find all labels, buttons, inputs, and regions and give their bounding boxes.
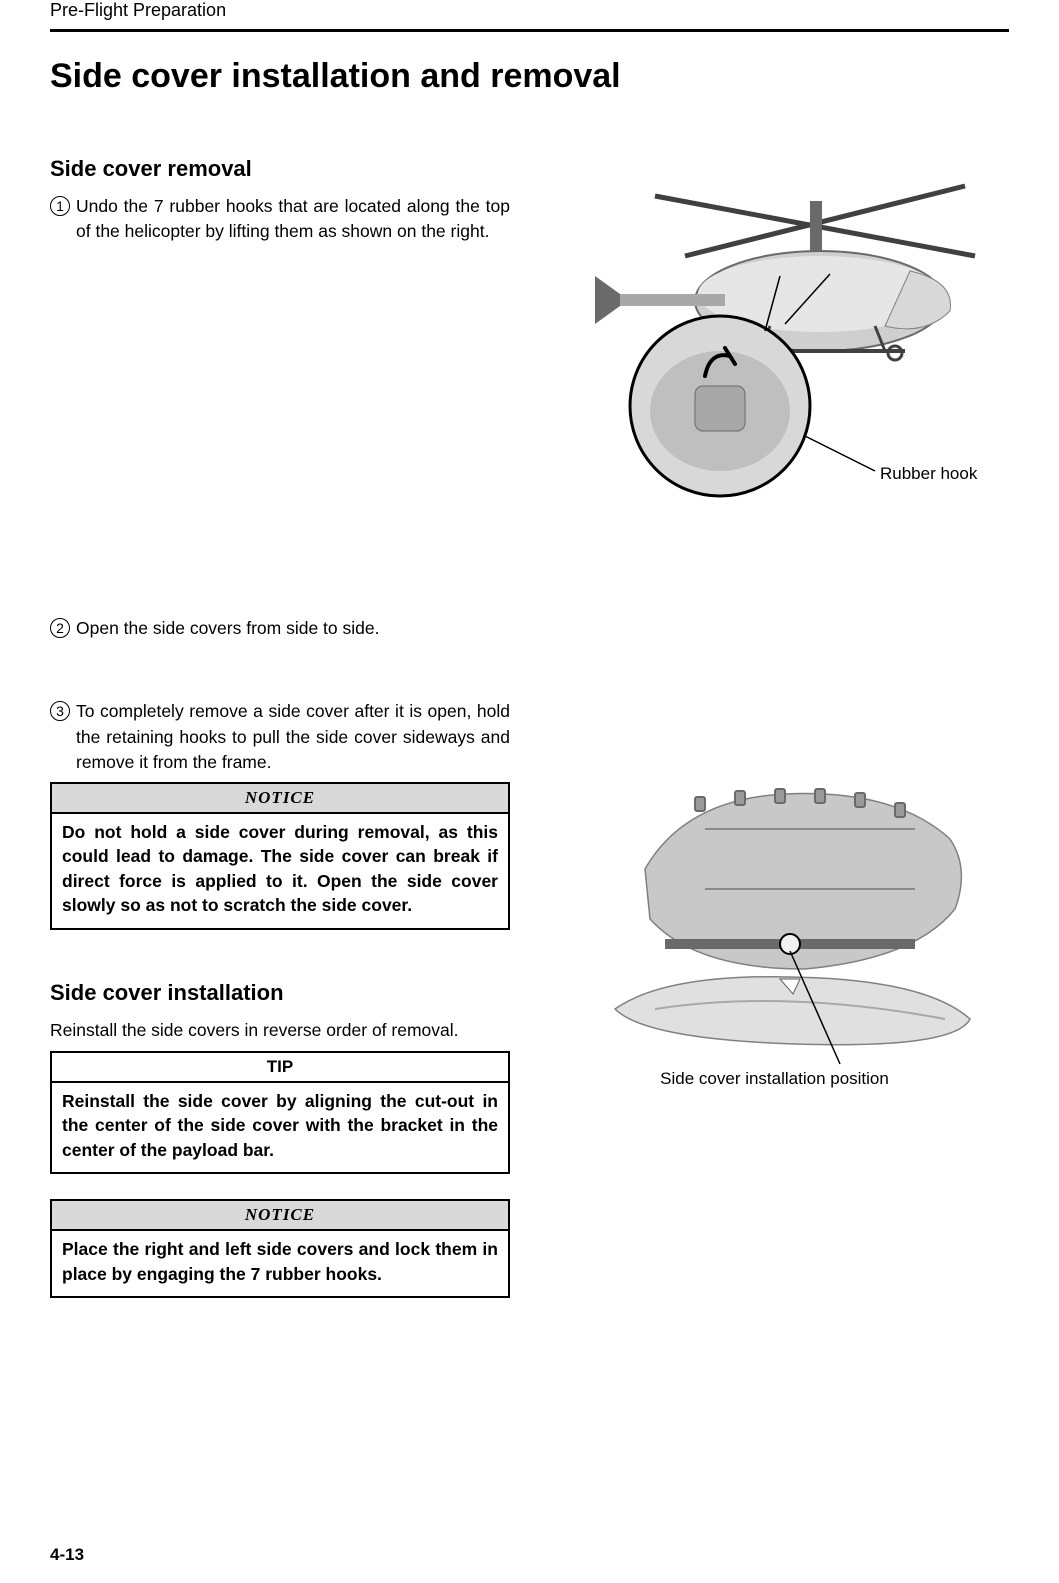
- step-text: To completely remove a side cover after …: [76, 699, 510, 775]
- notice-body: Place the right and left side covers and…: [52, 1231, 508, 1296]
- tip-box: TIP Reinstall the side cover by aligning…: [50, 1051, 510, 1175]
- page-title: Side cover installation and removal: [50, 57, 1009, 96]
- removal-step-1: 1 Undo the 7 rubber hooks that are locat…: [50, 194, 510, 245]
- notice-header: NOTICE: [52, 784, 508, 814]
- section-installation-title: Side cover installation: [50, 980, 510, 1006]
- step-number: 3: [50, 701, 70, 721]
- figure-rubber-hook: Rubber hook: [540, 156, 1009, 506]
- removal-step-3: 3 To completely remove a side cover afte…: [50, 699, 510, 775]
- step-number: 1: [50, 196, 70, 216]
- notice-box-installation: NOTICE Place the right and left side cov…: [50, 1199, 510, 1298]
- figure-top-caption-svg: Rubber hook: [880, 464, 978, 483]
- notice-header: NOTICE: [52, 1201, 508, 1231]
- helicopter-illustration: [595, 186, 975, 360]
- frame-illustration: [645, 789, 961, 969]
- figure-installation-position: Side cover installation position: [540, 719, 1009, 1089]
- side-cover-illustration: [615, 977, 970, 1045]
- notice-box-removal: NOTICE Do not hold a side cover during r…: [50, 782, 510, 930]
- notice-body: Do not hold a side cover during removal,…: [52, 814, 508, 928]
- page-number: 4-13: [50, 1545, 84, 1565]
- tip-header: TIP: [52, 1053, 508, 1083]
- step-number: 2: [50, 618, 70, 638]
- tip-body: Reinstall the side cover by aligning the…: [52, 1083, 508, 1173]
- removal-step-2: 2 Open the side covers from side to side…: [50, 616, 510, 641]
- chapter-header: Pre-Flight Preparation: [50, 0, 1009, 32]
- installation-intro: Reinstall the side covers in reverse ord…: [50, 1018, 510, 1043]
- step-text: Undo the 7 rubber hooks that are located…: [76, 194, 510, 245]
- figure-bottom-caption: Side cover installation position: [660, 1069, 889, 1089]
- step-text: Open the side covers from side to side.: [76, 616, 510, 641]
- section-removal-title: Side cover removal: [50, 156, 510, 182]
